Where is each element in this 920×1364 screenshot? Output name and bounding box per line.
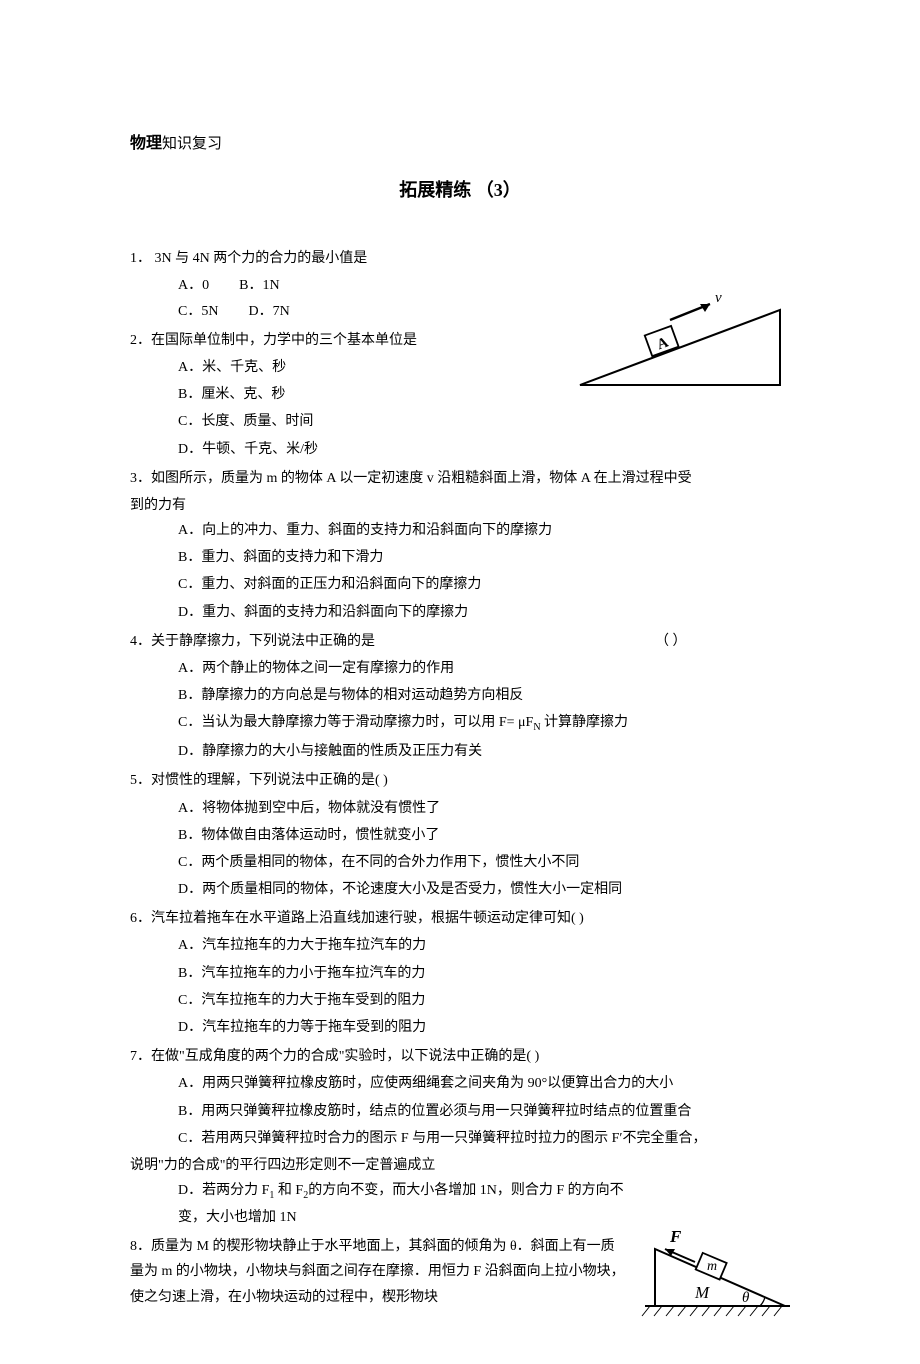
option: D．静摩擦力的大小与接触面的性质及正压力有关	[130, 739, 790, 764]
option: B．静摩擦力的方向总是与物体的相对运动趋势方向相反	[130, 683, 790, 708]
question-stem: 2．在国际单位制中，力学中的三个基本单位是	[130, 328, 790, 353]
option: A．汽车拉拖车的力大于拖车拉汽车的力	[130, 933, 790, 958]
option-row: C．5N D．7N	[130, 299, 790, 324]
questions-container: 1． 3N 与 4N 两个力的合力的最小值是A．0 B．1N C．5N D．7N 2．在…	[130, 246, 790, 1310]
option-cont: 说明"力的合成"的平行四边形定则不一定普遍成立	[130, 1153, 790, 1178]
question-5: 5．对惯性的理解，下列说法中正确的是( ) A．将物体抛到空中后，物体就没有惯性了…	[130, 768, 790, 902]
question-4: 4．关于静摩擦力，下列说法中正确的是（ ）A．两个静止的物体之间一定有摩擦力的作…	[130, 629, 790, 765]
question-6: 6．汽车拉着拖车在水平道路上沿直线加速行驶，根据牛顿运动定律可知( )A．汽车拉…	[130, 906, 790, 1040]
option: D．汽车拉拖车的力等于拖车受到的阻力	[130, 1015, 790, 1040]
question-stem: 4．关于静摩擦力，下列说法中正确的是（ ）	[130, 629, 790, 654]
subject-rest: 知识复习	[162, 136, 222, 152]
subject-bold: 物理	[130, 135, 162, 152]
question-stem: 8．质量为 M 的楔形物块静止于水平地面上，其斜面的倾角为 θ．斜面上有一质量为…	[130, 1234, 790, 1310]
question-1: 1． 3N 与 4N 两个力的合力的最小值是A．0 B．1N C．5N D．7N	[130, 246, 790, 324]
question-8: 8．质量为 M 的楔形物块静止于水平地面上，其斜面的倾角为 θ．斜面上有一质量为…	[130, 1234, 790, 1310]
option-row: A．0 B．1N	[130, 273, 790, 298]
option: D．牛顿、千克、米/秒	[130, 437, 790, 462]
option: D．7N	[248, 299, 289, 324]
question-3: 3．如图所示，质量为 m 的物体 A 以一定初速度 v 沿粗糙斜面上滑，物体 A…	[130, 466, 790, 625]
question-stem: 6．汽车拉着拖车在水平道路上沿直线加速行驶，根据牛顿运动定律可知( )	[130, 906, 790, 931]
option: A．向上的冲力、重力、斜面的支持力和沿斜面向下的摩擦力	[130, 518, 790, 543]
option: D．重力、斜面的支持力和沿斜面向下的摩擦力	[130, 600, 790, 625]
question-2: 2．在国际单位制中，力学中的三个基本单位是A．米、千克、秒B．厘米、克、秒C．长…	[130, 328, 790, 462]
option: B．厘米、克、秒	[130, 382, 790, 407]
question-stem: 7．在做"互成角度的两个力的合成"实验时，以下说法中正确的是( )	[130, 1044, 790, 1069]
main-title: 拓展精练 （3）	[130, 174, 790, 206]
option: C．汽车拉拖车的力大于拖车受到的阻力	[130, 988, 790, 1013]
option: B．物体做自由落体运动时，惯性就变小了	[130, 823, 790, 848]
question-stem-cont: 到的力有	[130, 493, 790, 518]
option: A．两个静止的物体之间一定有摩擦力的作用	[130, 656, 790, 681]
option: B．用两只弹簧秤拉橡皮筋时，结点的位置必须与用一只弹簧秤拉时结点的位置重合	[130, 1099, 790, 1124]
option: B．1N	[239, 273, 279, 298]
option: D．两个质量相同的物体，不论速度大小及是否受力，惯性大小一定相同	[130, 877, 790, 902]
option: C．5N	[178, 299, 218, 324]
option: C．重力、对斜面的正压力和沿斜面向下的摩擦力	[130, 572, 790, 597]
question-7: 7．在做"互成角度的两个力的合成"实验时，以下说法中正确的是( )A．用两只弹簧…	[130, 1044, 790, 1230]
option: A．用两只弹簧秤拉橡皮筋时，应使两细绳套之间夹角为 90°以便算出合力的大小	[130, 1071, 790, 1096]
option: A．0	[178, 273, 209, 298]
option: A．米、千克、秒	[130, 355, 790, 380]
option: D．若两分力 F1 和 F2的方向不变，而大小各增加 1N，则合力 F 的方向不…	[130, 1178, 790, 1230]
question-stem: 1． 3N 与 4N 两个力的合力的最小值是	[130, 246, 790, 271]
option: C．长度、质量、时间	[130, 409, 790, 434]
option: B．重力、斜面的支持力和下滑力	[130, 545, 790, 570]
question-stem: 5．对惯性的理解，下列说法中正确的是( )	[130, 768, 790, 793]
option: A．将物体抛到空中后，物体就没有惯性了	[130, 796, 790, 821]
question-stem: 3．如图所示，质量为 m 的物体 A 以一定初速度 v 沿粗糙斜面上滑，物体 A…	[130, 466, 790, 491]
option: C．若用两只弹簧秤拉时合力的图示 F 与用一只弹簧秤拉时拉力的图示 F′不完全重…	[130, 1126, 790, 1151]
option: C．当认为最大静摩擦力等于滑动摩擦力时，可以用 F= μFN 计算静摩擦力	[130, 710, 790, 737]
option: C．两个质量相同的物体，在不同的合外力作用下，惯性大小不同	[130, 850, 790, 875]
option: B．汽车拉拖车的力小于拖车拉汽车的力	[130, 961, 790, 986]
header-title: 物理知识复习	[130, 130, 790, 159]
